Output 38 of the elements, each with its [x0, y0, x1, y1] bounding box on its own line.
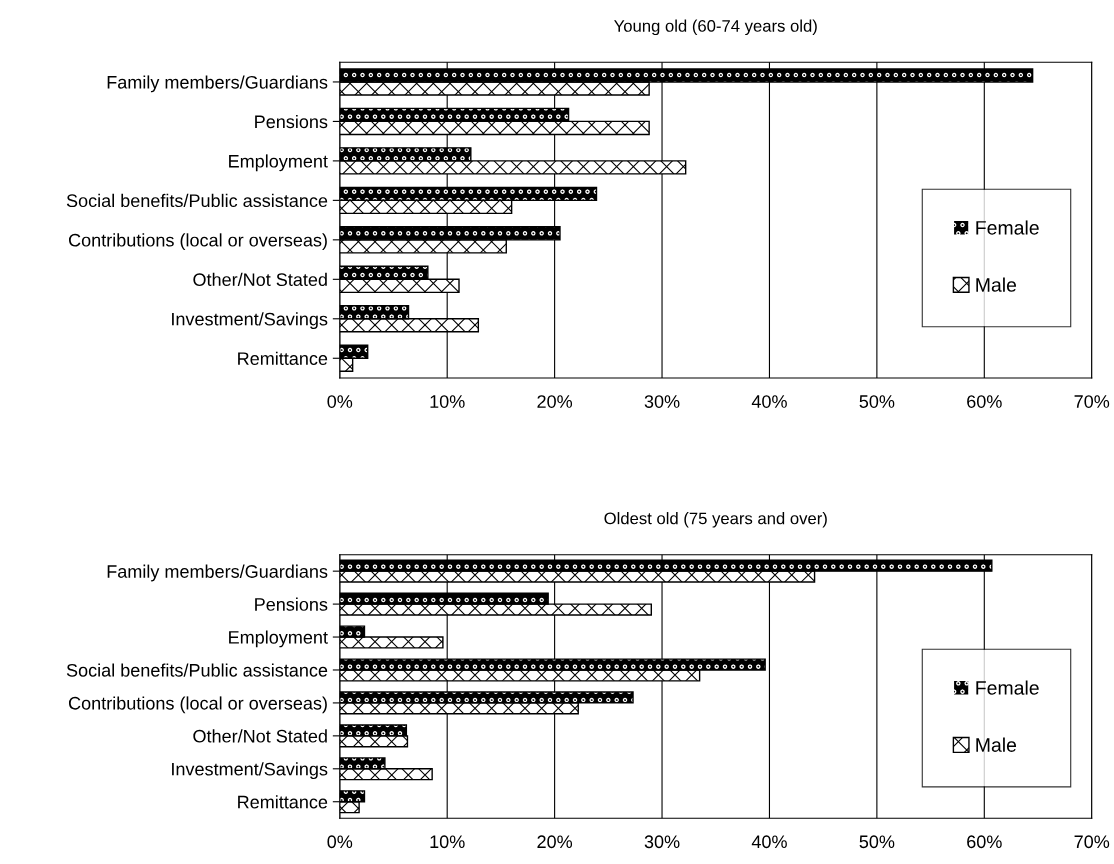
y-tick-label: Contributions (local or overseas): [68, 233, 327, 251]
x-tick-label: 30%: [644, 395, 680, 408]
legend-label: Male: [976, 737, 1017, 752]
x-tick-label: 30%: [644, 835, 680, 849]
x-tick-label: 60%: [967, 395, 1002, 408]
y-tick-label: Family members/Guardians: [107, 75, 328, 93]
x-tick-label: 50%: [859, 835, 895, 849]
y-tick-label: Social benefits/Public assistance: [66, 663, 328, 677]
y-tick-label: Pensions: [255, 114, 328, 129]
x-tick-label: 70%: [1074, 395, 1110, 408]
y-tick-label: Investment/Savings: [172, 312, 328, 330]
x-tick-label: 0%: [327, 395, 353, 408]
x-tick-label: 0%: [327, 835, 353, 849]
x-tick-label: 10%: [430, 835, 465, 849]
x-tick-label: 40%: [751, 835, 787, 849]
x-tick-label: 20%: [537, 835, 573, 849]
x-tick-label: 60%: [967, 835, 1002, 849]
y-tick-label: Pensions: [255, 597, 328, 611]
y-tick-label: Family members/Guardians: [107, 564, 328, 582]
x-tick-label: 70%: [1074, 835, 1110, 849]
chart-title: Oldest old (75 years and over): [604, 512, 827, 528]
x-tick-label: 10%: [430, 395, 465, 408]
x-tick-label: 40%: [751, 395, 787, 408]
y-tick-label: Contributions (local or overseas): [68, 696, 327, 714]
y-tick-label: Other/Not Stated: [193, 729, 327, 743]
chart-title: Young old (60-74 years old): [614, 19, 817, 36]
y-tick-label: Investment/Savings: [172, 762, 328, 780]
y-tick-label: Employment: [229, 630, 328, 648]
y-tick-label: Remittance: [238, 795, 328, 809]
x-tick-label: 50%: [859, 395, 895, 408]
y-tick-label: Social benefits/Public assistance: [66, 193, 328, 208]
legend-label: Male: [976, 277, 1017, 292]
legend-label: Female: [976, 220, 1039, 235]
legend-label: Female: [976, 680, 1039, 695]
x-tick-label: 20%: [537, 395, 573, 408]
y-tick-label: Remittance: [238, 351, 328, 365]
y-tick-label: Employment: [229, 154, 328, 172]
y-tick-label: Other/Not Stated: [193, 272, 327, 287]
